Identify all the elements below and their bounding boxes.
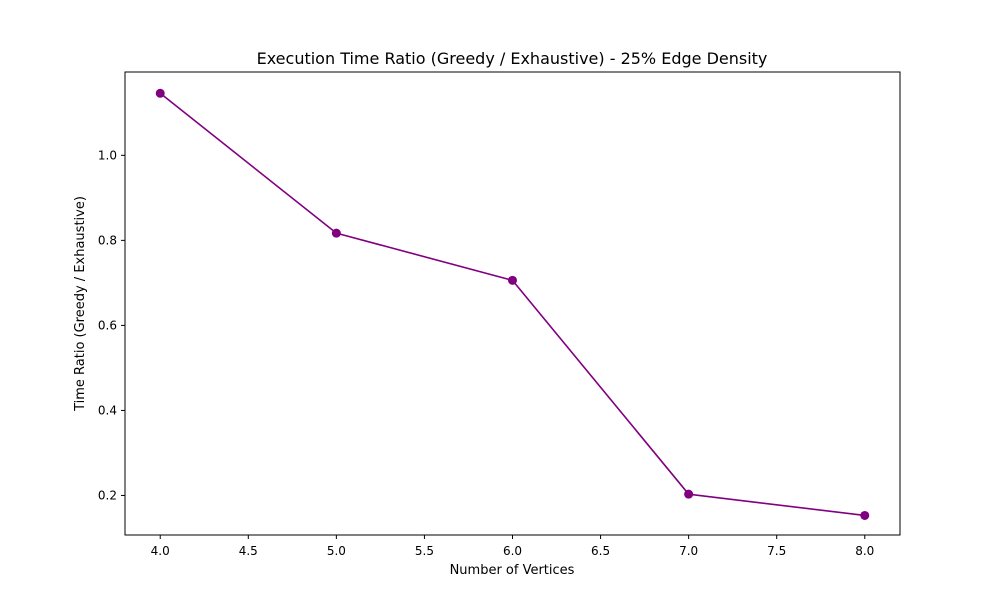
y-tick-label: 0.6: [98, 318, 117, 332]
y-tick-label: 0.4: [98, 403, 117, 417]
y-axis-label: Time Ratio (Greedy / Exhaustive): [73, 196, 88, 412]
x-tick-label: 7.5: [767, 544, 786, 558]
data-point: [860, 510, 870, 520]
x-tick-label: 6.5: [591, 544, 610, 558]
chart-title: Execution Time Ratio (Greedy / Exhaustiv…: [257, 49, 768, 68]
x-tick-label: 4.5: [239, 544, 258, 558]
x-axis: 4.0 4.5 5.0 5.5 6.0 6.5 7.0 7.5 8.0: [151, 535, 874, 558]
y-tick-label: 1.0: [98, 148, 117, 162]
data-point: [331, 228, 341, 238]
x-tick-label: 8.0: [855, 544, 874, 558]
data-point: [155, 88, 165, 98]
x-tick-label: 4.0: [151, 544, 170, 558]
data-point: [508, 275, 517, 285]
y-tick-label: 0.8: [98, 233, 117, 247]
series-layer: [155, 88, 870, 520]
y-tick-label: 0.2: [98, 488, 117, 502]
x-tick-label: 7.0: [679, 544, 698, 558]
x-axis-label: Number of Vertices: [450, 563, 575, 578]
y-axis: 0.2 0.4 0.6 0.8 1.0: [98, 148, 125, 502]
data-point: [684, 489, 694, 499]
x-tick-label: 5.5: [415, 544, 434, 558]
x-tick-label: 6.0: [503, 544, 522, 558]
x-tick-label: 5.0: [327, 544, 346, 558]
